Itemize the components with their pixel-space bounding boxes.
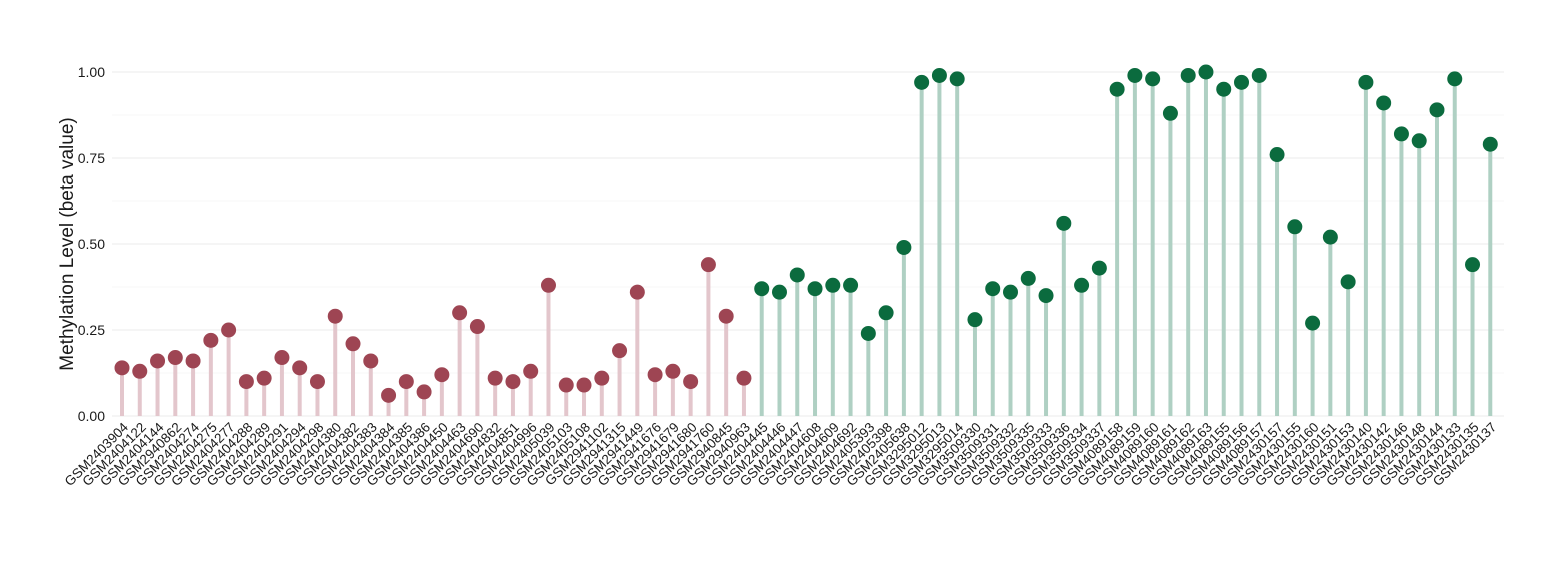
lollipop-point — [1376, 95, 1392, 111]
grid-lines — [112, 71, 1504, 417]
lollipop-point — [1109, 81, 1125, 97]
lollipop-point — [345, 336, 361, 352]
lollipop-point — [825, 277, 841, 293]
lollipop-point — [612, 343, 628, 359]
lollipop-point — [771, 284, 787, 300]
y-tick-label: 0.75 — [78, 150, 105, 166]
lollipop-point — [1429, 102, 1445, 118]
lollipop-point — [398, 374, 414, 390]
y-tick-label: 0.00 — [78, 408, 105, 424]
lollipop-point — [487, 370, 503, 386]
lollipop-point — [1411, 133, 1427, 149]
lollipop-point — [1482, 136, 1498, 152]
lollipop-point — [1393, 126, 1409, 142]
lollipop-points — [114, 64, 1498, 403]
lollipop-point — [221, 322, 237, 338]
lollipop-stems — [120, 72, 1493, 416]
lollipop-point — [256, 370, 272, 386]
lollipop-point — [896, 239, 912, 255]
lollipop-point — [452, 305, 468, 321]
lollipop-point — [381, 387, 397, 403]
lollipop-point — [1216, 81, 1232, 97]
lollipop-point — [292, 360, 308, 376]
lollipop-point — [167, 350, 183, 366]
y-tick-label: 0.25 — [78, 322, 105, 338]
lollipop-point — [1038, 288, 1054, 304]
y-axis-ticks: 0.00 0.25 0.50 0.75 1.00 — [78, 64, 105, 424]
lollipop-point — [683, 374, 699, 390]
lollipop-point — [523, 363, 539, 379]
lollipop-point — [789, 267, 805, 283]
lollipop-point — [807, 281, 823, 297]
lollipop-point — [1251, 67, 1267, 83]
lollipop-point — [1358, 74, 1374, 90]
lollipop-point — [700, 257, 716, 273]
lollipop-point — [363, 353, 379, 369]
lollipop-point — [1127, 67, 1143, 83]
y-axis-title: Methylation Level (beta value) — [57, 117, 78, 370]
lollipop-point — [416, 384, 432, 400]
lollipop-point — [985, 281, 1001, 297]
lollipop-point — [1322, 229, 1338, 245]
lollipop-point — [203, 332, 219, 348]
lollipop-point — [1145, 71, 1161, 87]
lollipop-point — [736, 370, 752, 386]
y-tick-label: 0.50 — [78, 236, 105, 252]
lollipop-point — [505, 374, 521, 390]
lollipop-point — [754, 281, 770, 297]
lollipop-point — [665, 363, 681, 379]
lollipop-point — [1162, 105, 1178, 121]
y-tick-label: 1.00 — [78, 64, 105, 80]
lollipop-point — [1091, 260, 1107, 276]
lollipop-point — [594, 370, 610, 386]
lollipop-point — [1003, 284, 1018, 300]
lollipop-point — [185, 353, 201, 369]
lollipop-point — [238, 374, 254, 390]
lollipop-point — [949, 71, 965, 87]
lollipop-point — [1180, 67, 1196, 83]
lollipop-point — [1020, 270, 1036, 286]
lollipop-point — [931, 67, 947, 83]
lollipop-point — [967, 312, 983, 328]
lollipop-point — [1465, 257, 1481, 273]
lollipop-point — [1340, 274, 1356, 290]
lollipop-point — [1305, 315, 1321, 331]
lollipop-point — [132, 363, 148, 379]
lollipop-point — [576, 377, 592, 393]
lollipop-point — [1447, 71, 1463, 87]
lollipop-point — [1287, 219, 1303, 235]
lollipop-point — [540, 277, 556, 293]
lollipop-point — [1056, 215, 1072, 231]
lollipop-point — [914, 74, 930, 90]
x-axis-ticks: GSM2403904GSM2404122GSM2404144GSM2940862… — [62, 419, 1500, 489]
lollipop-point — [843, 277, 859, 293]
lollipop-point — [469, 319, 485, 335]
lollipop-point — [1234, 74, 1250, 90]
lollipop-point — [327, 308, 343, 324]
lollipop-point — [114, 360, 130, 376]
lollipop-point — [860, 325, 876, 341]
lollipop-point — [647, 367, 663, 383]
lollipop-point — [1198, 64, 1214, 80]
lollipop-point — [434, 367, 450, 383]
lollipop-point — [1074, 277, 1090, 293]
lollipop-point — [558, 377, 574, 393]
lollipop-point — [629, 284, 645, 300]
lollipop-point — [1269, 147, 1285, 163]
lollipop-point — [274, 350, 290, 366]
lollipop-point — [309, 374, 325, 390]
lollipop-point — [718, 308, 734, 324]
lollipop-point — [150, 353, 166, 369]
lollipop-point — [878, 305, 894, 321]
